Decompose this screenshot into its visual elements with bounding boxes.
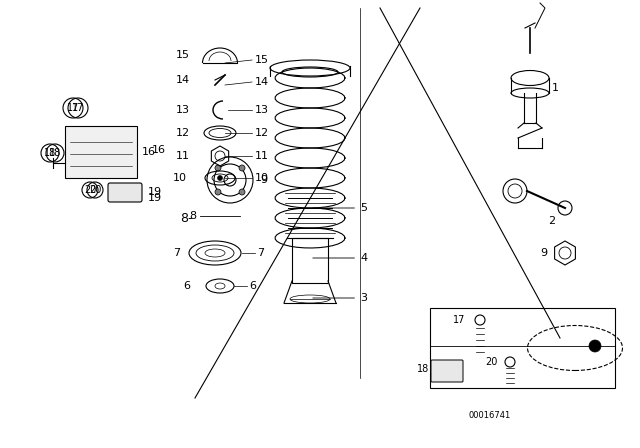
Text: 18: 18 xyxy=(417,364,429,374)
Circle shape xyxy=(215,189,221,195)
Text: 17: 17 xyxy=(67,103,79,113)
Bar xyxy=(292,238,328,283)
Text: 14: 14 xyxy=(255,77,269,87)
Text: 15: 15 xyxy=(176,50,190,60)
Text: 7: 7 xyxy=(173,248,180,258)
Text: 17: 17 xyxy=(452,315,465,325)
Text: 16: 16 xyxy=(152,145,166,155)
Text: 19: 19 xyxy=(148,193,162,203)
Text: 20: 20 xyxy=(84,185,96,195)
Text: 10: 10 xyxy=(255,173,269,183)
FancyBboxPatch shape xyxy=(431,360,463,382)
Text: 11: 11 xyxy=(176,151,190,161)
Text: 20: 20 xyxy=(486,357,498,367)
Text: 1: 1 xyxy=(552,83,559,93)
Text: 13: 13 xyxy=(255,105,269,115)
Text: 19: 19 xyxy=(148,187,162,197)
Text: 15: 15 xyxy=(255,55,269,65)
Text: 2: 2 xyxy=(548,216,555,226)
Text: 9: 9 xyxy=(260,175,267,185)
Text: 13: 13 xyxy=(176,105,190,115)
Bar xyxy=(430,308,615,388)
Text: 5: 5 xyxy=(313,203,367,213)
Circle shape xyxy=(215,165,221,171)
Text: 17: 17 xyxy=(72,103,84,113)
Text: 6: 6 xyxy=(249,281,256,291)
Text: 18: 18 xyxy=(49,148,61,158)
Text: 8: 8 xyxy=(189,211,196,221)
Circle shape xyxy=(239,165,245,171)
Text: 6: 6 xyxy=(183,281,190,291)
Text: 12: 12 xyxy=(255,128,269,138)
Text: 14: 14 xyxy=(176,75,190,85)
Text: 3: 3 xyxy=(313,293,367,303)
Text: 11: 11 xyxy=(255,151,269,161)
Text: 16: 16 xyxy=(142,147,156,157)
Text: 00016741: 00016741 xyxy=(469,411,511,420)
Text: 10: 10 xyxy=(173,173,187,183)
FancyBboxPatch shape xyxy=(65,126,137,178)
Circle shape xyxy=(239,189,245,195)
Text: 18: 18 xyxy=(44,148,56,158)
Text: 4: 4 xyxy=(313,253,367,263)
Circle shape xyxy=(589,340,601,352)
Ellipse shape xyxy=(218,176,223,181)
Text: 12: 12 xyxy=(176,128,190,138)
Text: 8-: 8- xyxy=(180,211,193,224)
Ellipse shape xyxy=(224,174,236,186)
Text: 7: 7 xyxy=(257,248,264,258)
Text: 9: 9 xyxy=(540,248,547,258)
Text: 20: 20 xyxy=(89,185,101,195)
FancyBboxPatch shape xyxy=(108,183,142,202)
